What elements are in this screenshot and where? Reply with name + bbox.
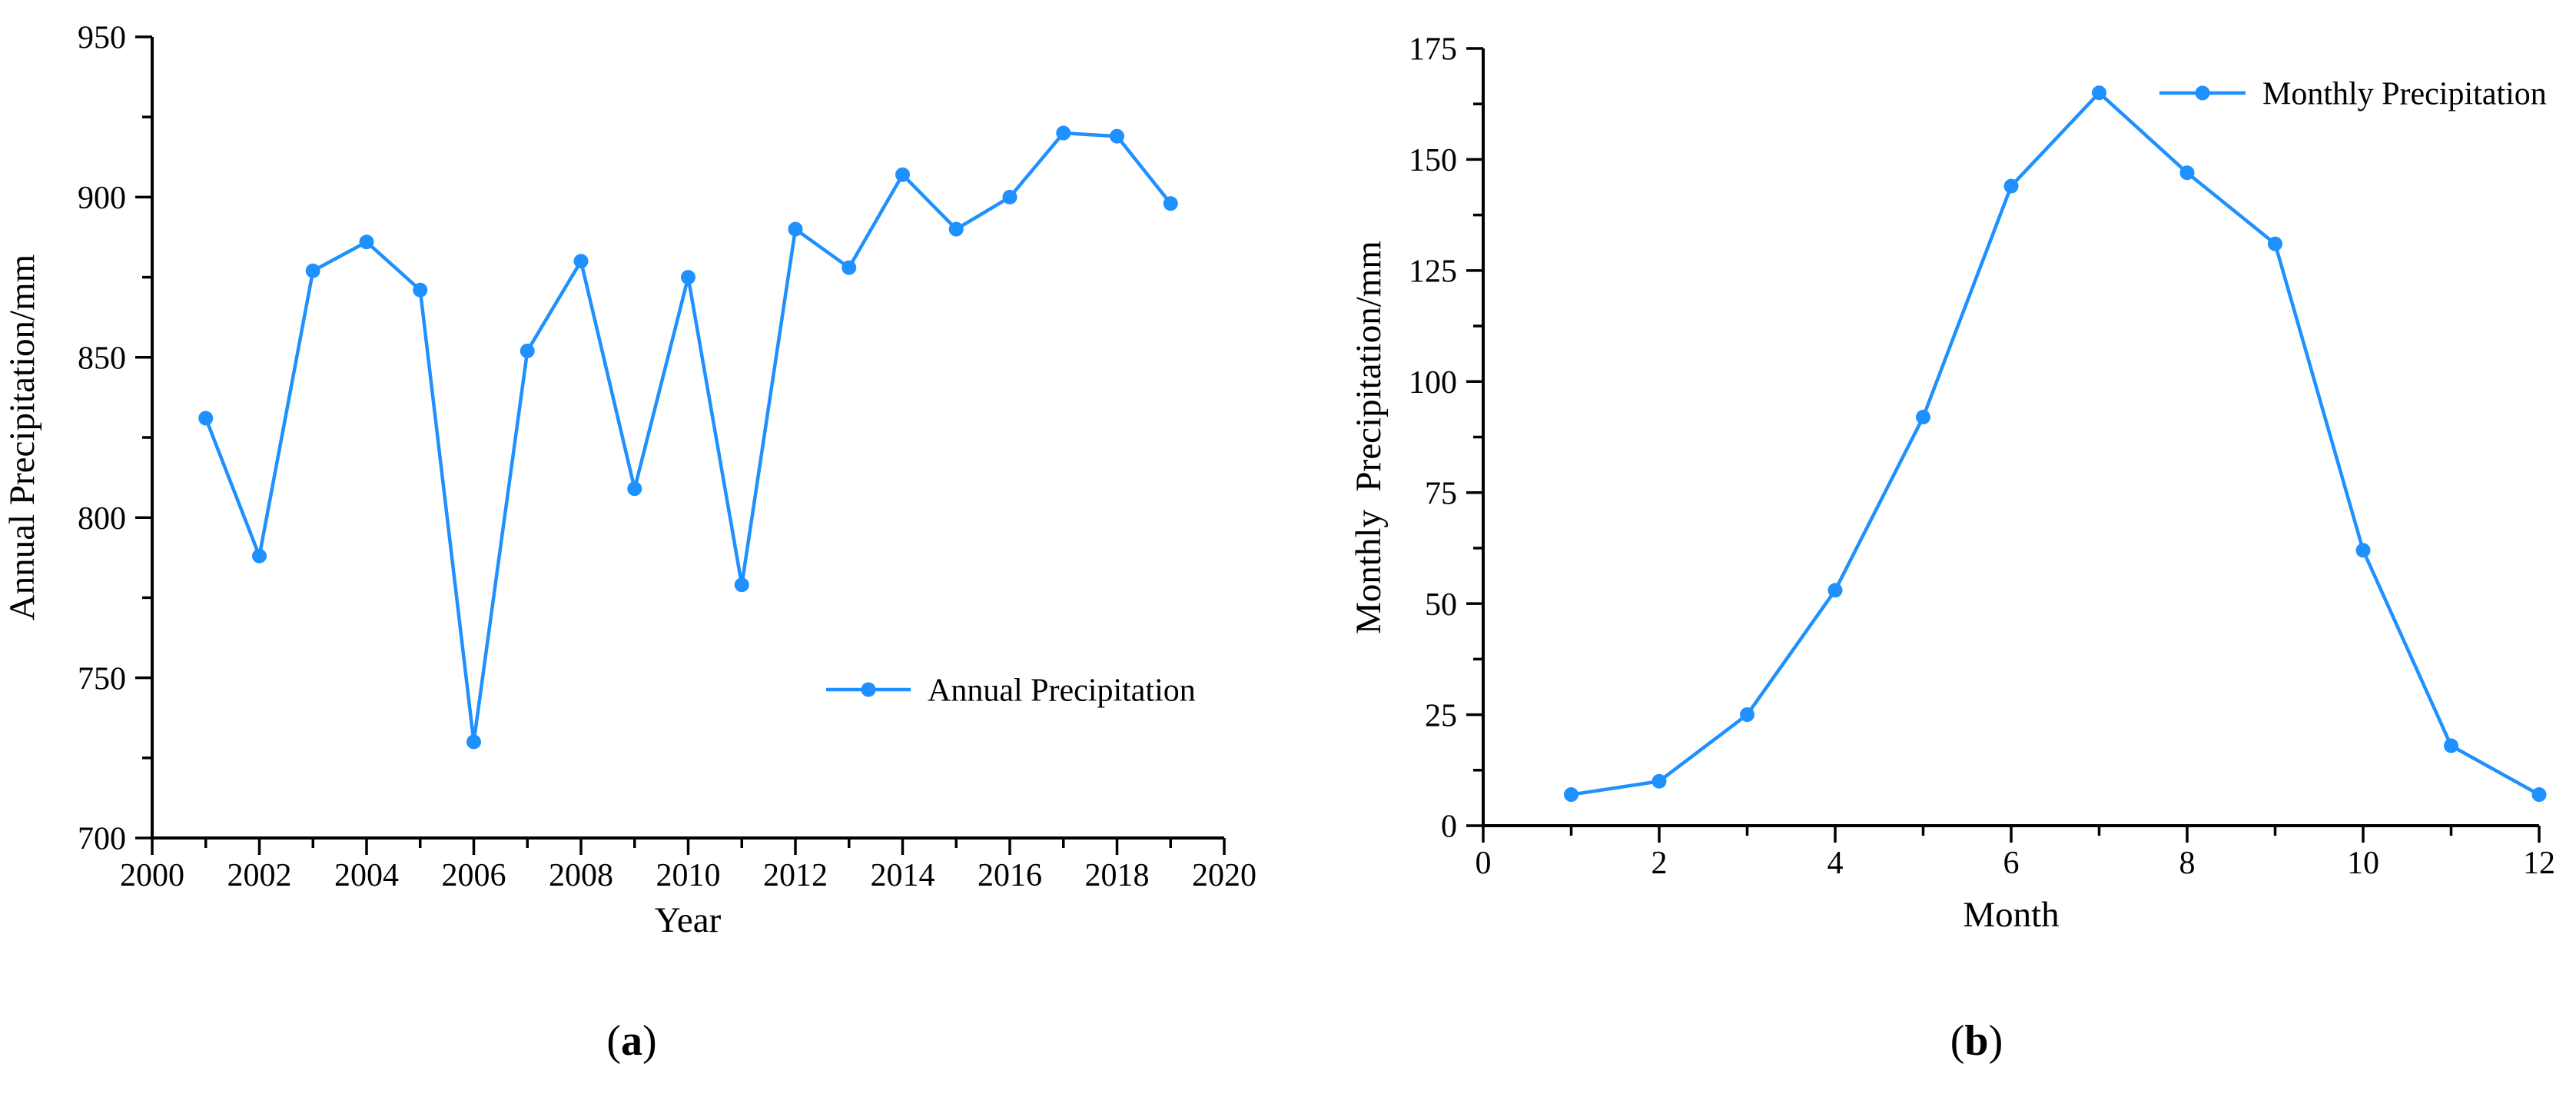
- data-point-marker: [1564, 787, 1578, 803]
- data-point-marker: [2003, 178, 2019, 194]
- legend-marker: [861, 682, 876, 697]
- x-tick-label: 2016: [978, 858, 1042, 893]
- caption-b: (b): [1950, 1016, 2003, 1066]
- data-point-marker: [2444, 738, 2458, 753]
- x-tick-label: 12: [2523, 846, 2555, 881]
- data-point-marker: [1110, 128, 1124, 144]
- x-tick-label: 2014: [871, 858, 935, 893]
- data-point-marker: [2092, 85, 2106, 101]
- annual-precipitation-chart: 700 750 800 850 900 950 2000 2002 2004 2006 2008 20…: [2, 21, 1256, 940]
- data-point-marker: [1827, 583, 1843, 598]
- x-tick-label: 2004: [334, 858, 399, 893]
- y-axis-title: Monthly Precipitation/mm: [1349, 241, 1389, 634]
- y-tick-label: 700: [78, 822, 126, 857]
- x-tick-label: 6: [2003, 846, 2020, 881]
- y-tick-label: 900: [78, 181, 126, 216]
- data-point-marker: [734, 577, 749, 593]
- data-point-marker: [1740, 707, 1754, 723]
- legend-marker: [2195, 85, 2210, 101]
- y-tick-label: 75: [1425, 476, 1457, 511]
- data-point-marker: [252, 548, 267, 564]
- data-point-marker: [198, 411, 214, 426]
- y-tick-label: 800: [78, 501, 126, 537]
- x-tick-label: 2006: [442, 858, 506, 893]
- x-axis-title: Month: [1963, 895, 2059, 935]
- data-point-marker: [627, 481, 642, 497]
- y-tick-label: 125: [1409, 254, 1457, 290]
- x-tick-label: 2000: [120, 858, 184, 893]
- x-tick-label: 2020: [1192, 858, 1256, 893]
- data-point-marker: [466, 734, 481, 750]
- data-point-marker: [2179, 165, 2195, 181]
- caption-a-close-paren: ): [642, 1017, 657, 1065]
- data-point-marker: [681, 270, 695, 285]
- data-point-marker: [520, 343, 535, 358]
- x-tick-label: 0: [1476, 846, 1492, 881]
- y-tick-label: 750: [78, 661, 126, 697]
- data-line: [1569, 91, 2541, 796]
- y-tick-label: 950: [78, 21, 126, 56]
- caption-a: (a): [606, 1016, 656, 1066]
- x-tick-label: 8: [2179, 846, 2196, 881]
- y-tick-label: 0: [1441, 810, 1457, 845]
- data-point-marker: [413, 282, 428, 298]
- data-point-marker: [2268, 236, 2282, 251]
- x-axis-title: Year: [655, 900, 722, 940]
- x-tick-label: 2012: [763, 858, 828, 893]
- data-line: [204, 131, 1173, 744]
- x-tick-label: 2018: [1085, 858, 1150, 893]
- data-point-marker: [1056, 125, 1071, 141]
- caption-b-close-paren: ): [1988, 1017, 2003, 1065]
- data-point-marker: [573, 254, 589, 269]
- data-point-marker: [359, 234, 374, 250]
- caption-b-letter: b: [1964, 1017, 1989, 1065]
- data-point-marker: [895, 167, 910, 182]
- x-tick-label: 2008: [549, 858, 613, 893]
- y-tick-label: 25: [1425, 698, 1457, 733]
- y-tick-label: 175: [1409, 32, 1457, 68]
- y-axis-title: Annual Precipitation/mm: [2, 254, 42, 620]
- x-tick-label: 4: [1827, 846, 1844, 881]
- data-point-marker: [1651, 773, 1667, 789]
- caption-b-open-paren: (: [1950, 1017, 1965, 1065]
- data-point-marker: [1163, 196, 1178, 211]
- data-point-marker: [788, 221, 803, 237]
- y-tick-label: 50: [1425, 587, 1457, 623]
- x-tick-label: 10: [2347, 846, 2379, 881]
- y-tick-label: 850: [78, 341, 126, 377]
- monthly-precipitation-chart: 0 25 50 75 100 125 150 175 0 2 4 6 8 10 12 Monthly Prec…: [1349, 32, 2555, 935]
- x-tick-label: 2002: [227, 858, 292, 893]
- legend-label: Annual Precipitation: [928, 673, 1196, 709]
- caption-a-letter: a: [621, 1017, 642, 1065]
- data-point-marker: [2355, 543, 2371, 558]
- data-point-marker: [305, 263, 320, 278]
- data-point-marker: [842, 260, 857, 275]
- x-tick-label: 2: [1651, 846, 1668, 881]
- legend-label: Monthly Precipitation: [2262, 77, 2547, 112]
- data-point-marker: [1916, 410, 1930, 425]
- data-point-marker: [2531, 787, 2547, 803]
- y-tick-label: 150: [1409, 143, 1457, 178]
- caption-a-open-paren: (: [606, 1017, 621, 1065]
- x-tick-label: 2010: [656, 858, 721, 893]
- data-point-marker: [1002, 189, 1017, 205]
- y-tick-label: 100: [1409, 365, 1457, 401]
- data-point-marker: [948, 221, 964, 237]
